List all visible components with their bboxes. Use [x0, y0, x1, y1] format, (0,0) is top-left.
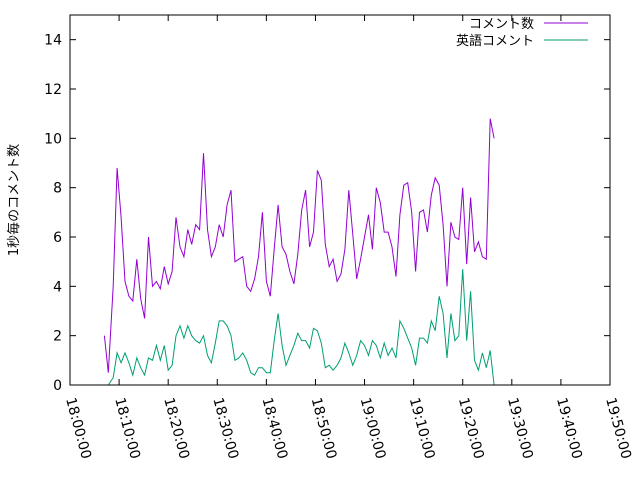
y-tick-label: 14 — [44, 33, 62, 49]
y-tick-label: 6 — [53, 230, 62, 246]
y-tick-label: 10 — [44, 131, 62, 147]
y-tick-label: 2 — [53, 329, 62, 345]
y-tick-label: 4 — [53, 279, 62, 295]
series-layer — [103, 118, 495, 386]
y-tick-label: 0 — [53, 378, 62, 394]
series-line — [103, 118, 495, 373]
y-tick-label: 12 — [44, 82, 62, 98]
plot-frame — [69, 14, 611, 386]
series-line — [107, 269, 495, 386]
y-axis-title: 1秒毎のコメント数 — [6, 144, 22, 256]
legend-label: 英語コメント — [456, 33, 534, 49]
legend-label: コメント数 — [469, 17, 534, 32]
y-tick-label: 8 — [53, 181, 62, 197]
